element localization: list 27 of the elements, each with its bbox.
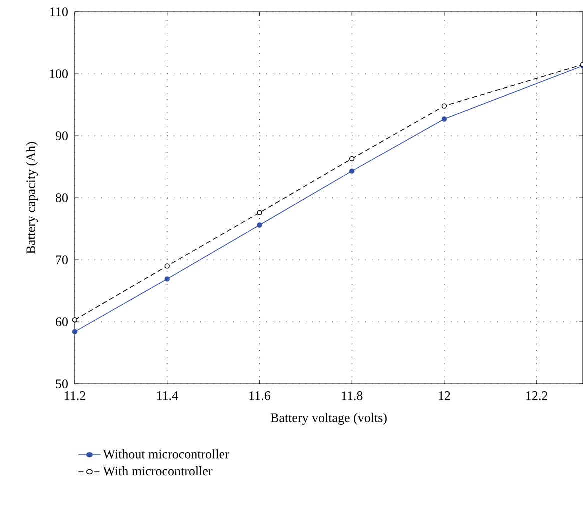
x-tick-label: 11.8 — [342, 392, 363, 400]
x-tick-label: 12 — [439, 392, 450, 400]
point — [72, 318, 78, 323]
x-tick-label: 11.4 — [157, 392, 178, 400]
x-tick-label: 11.2 — [65, 392, 86, 400]
y-tick-label: 50 — [56, 380, 68, 388]
legend-label: With microcontroller — [103, 466, 213, 476]
x-axis-title: Battery voltage (volts) — [270, 413, 387, 426]
y-tick-label: 90 — [56, 132, 68, 140]
x-tick-label: 11.6 — [250, 392, 270, 400]
point — [164, 264, 170, 269]
x-tick-label: 12.2 — [526, 392, 548, 400]
y-tick-label: 100 — [50, 70, 68, 78]
y-tick-label: 70 — [56, 256, 68, 264]
point — [349, 168, 355, 174]
point — [257, 210, 262, 216]
y-tick-label: 110 — [50, 8, 68, 16]
point — [164, 276, 170, 282]
legend-label: Without microcontroller — [103, 450, 230, 459]
y-tick-label: 60 — [56, 318, 68, 326]
y-tick-label: 80 — [56, 194, 68, 202]
point — [257, 222, 262, 228]
point — [442, 116, 448, 122]
point — [349, 156, 355, 162]
point — [72, 329, 78, 335]
y-axis-title: Battery capacity (Ah) — [26, 142, 38, 254]
point — [442, 104, 448, 109]
